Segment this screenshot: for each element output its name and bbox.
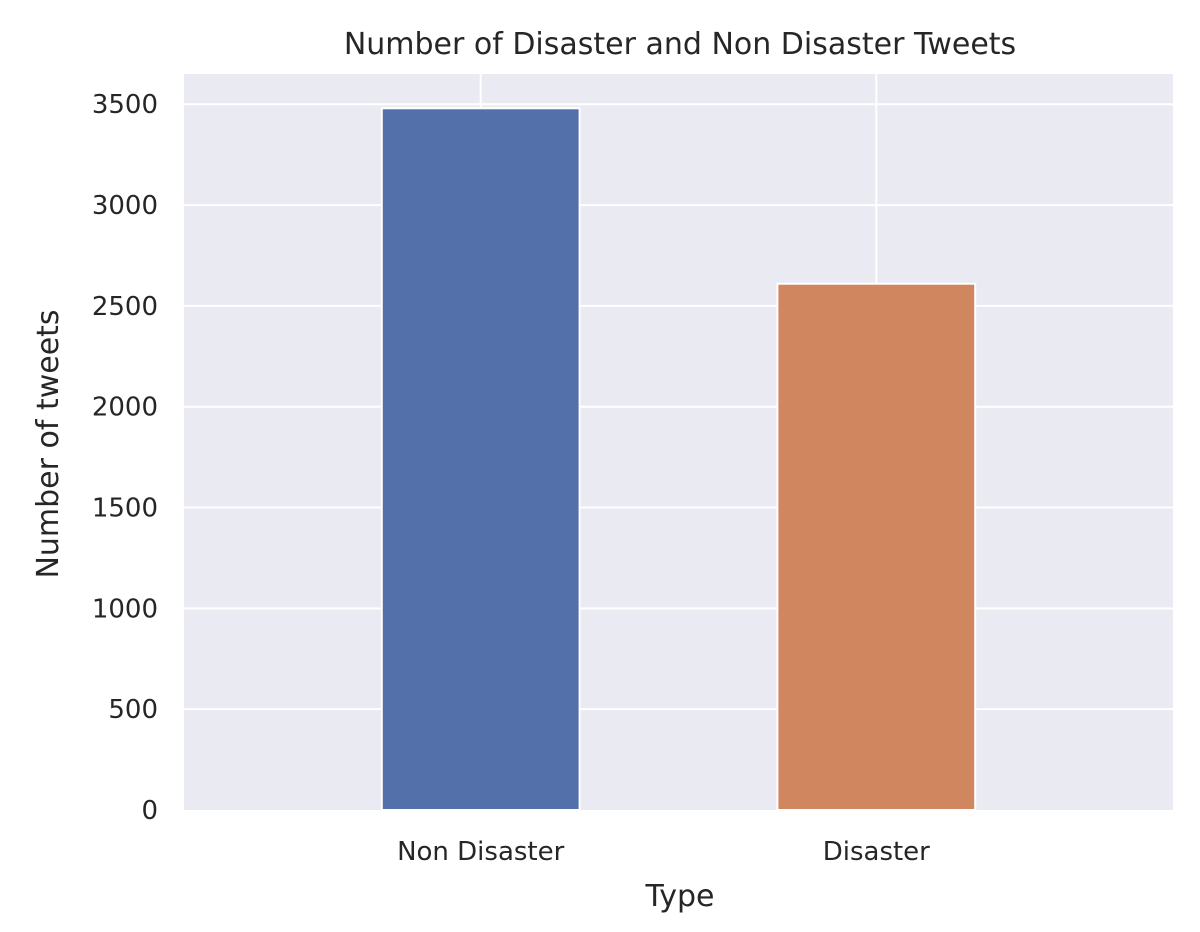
- plot-area: [184, 74, 1173, 810]
- y-tick-labels: 0 500 1000 1500 2000 2500 3000 3500: [92, 90, 158, 826]
- y-axis-label: Number of tweets: [31, 309, 66, 578]
- y-tick-label: 2500: [92, 292, 158, 322]
- y-tick-label: 2000: [92, 393, 158, 423]
- x-tick-label: Disaster: [823, 837, 930, 867]
- bar-non-disaster: [380, 107, 581, 811]
- x-axis-label: Type: [645, 879, 715, 914]
- y-tick-label: 0: [141, 796, 158, 826]
- y-tick-label: 1500: [92, 494, 158, 524]
- y-tick-label: 3500: [92, 90, 158, 120]
- y-tick-label: 1000: [92, 594, 158, 624]
- bar-disaster: [776, 282, 977, 811]
- chart-title: Number of Disaster and Non Disaster Twee…: [344, 27, 1016, 62]
- x-tick-labels: Non Disaster Disaster: [397, 837, 930, 867]
- bars: [380, 107, 977, 811]
- x-tick-label: Non Disaster: [397, 837, 565, 867]
- y-tick-label: 500: [108, 695, 158, 725]
- y-tick-label: 3000: [92, 191, 158, 221]
